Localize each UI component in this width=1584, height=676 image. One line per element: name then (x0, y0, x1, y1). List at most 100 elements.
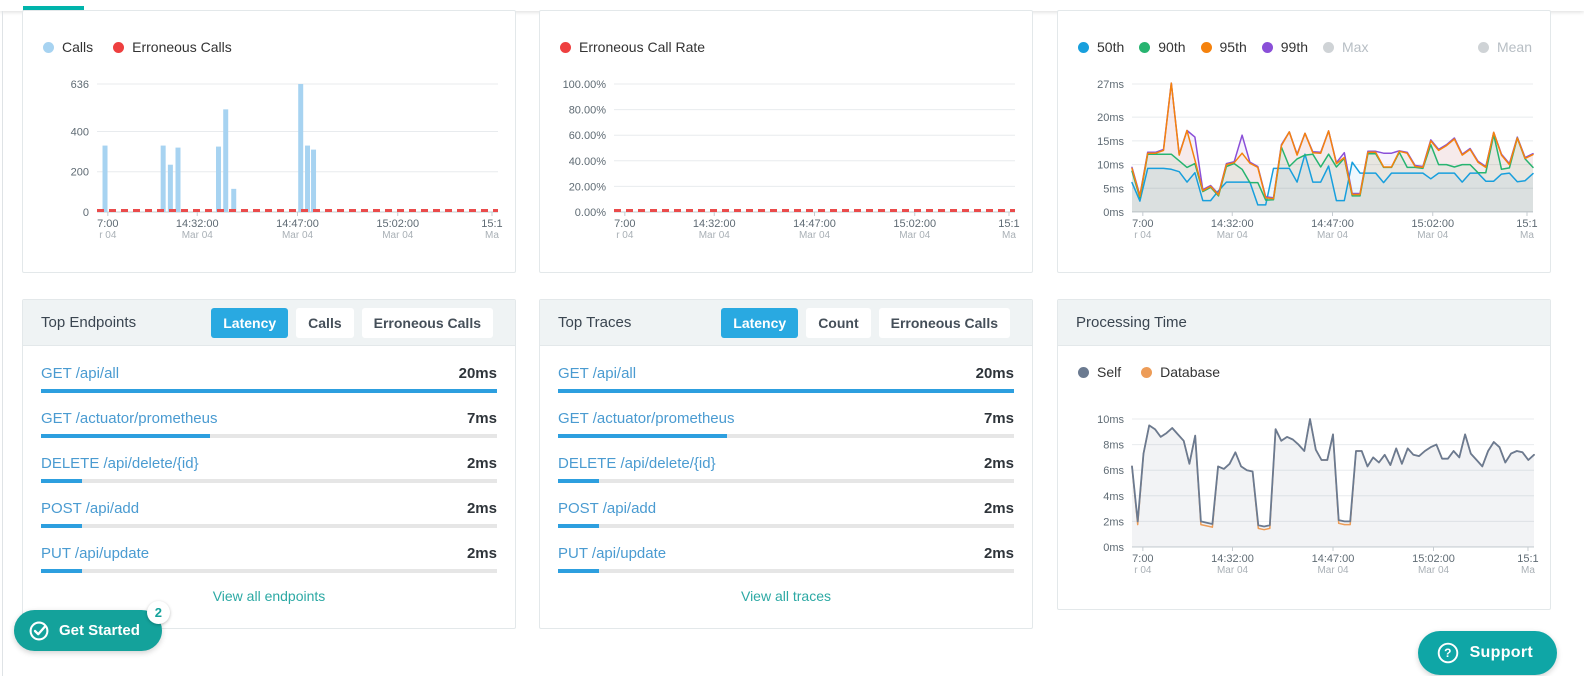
list-item: GET /api/all 20ms (41, 365, 497, 393)
get-started-button[interactable]: Get Started 2 (14, 601, 170, 651)
tab-traces-count[interactable]: Count (806, 307, 871, 338)
svg-text:80.00%: 80.00% (569, 105, 607, 117)
top-tab-bar (0, 0, 1584, 11)
svg-text:15:02:00: 15:02:00 (1412, 553, 1455, 565)
endpoint-value: 2ms (983, 500, 1014, 517)
support-label: Support (1469, 644, 1533, 661)
legend-item-erroneous-calls[interactable]: Erroneous Calls (113, 39, 232, 55)
endpoint-value: 2ms (983, 455, 1014, 472)
legend-item-90th[interactable]: 90th (1139, 39, 1186, 55)
svg-text:Ma: Ma (1002, 230, 1016, 241)
svg-text:15:02:00: 15:02:00 (893, 218, 936, 230)
tab-endpoints-latency[interactable]: Latency (211, 307, 289, 338)
latency-bar-track (41, 479, 497, 483)
svg-text:14:32:00: 14:32:00 (176, 218, 219, 230)
endpoint-link[interactable]: GET /actuator/prometheus (41, 410, 218, 427)
endpoint-value: 20ms (975, 365, 1014, 382)
calls-legend: Calls Erroneous Calls (43, 39, 497, 55)
list-item: GET /actuator/prometheus 7ms (558, 410, 1014, 438)
legend-item-calls[interactable]: Calls (43, 39, 93, 55)
legend-dot (113, 41, 125, 53)
svg-text:15:02:00: 15:02:00 (376, 218, 419, 230)
latency-bar-track (558, 479, 1014, 483)
tab-traces-erroneous-calls[interactable]: Erroneous Calls (878, 307, 1010, 338)
svg-text:6ms: 6ms (1103, 465, 1124, 477)
legend-label: Erroneous Call Rate (579, 39, 706, 55)
svg-text:636: 636 (71, 79, 89, 91)
endpoint-link[interactable]: PUT /api/update (41, 545, 150, 562)
list-item: PUT /api/update 2ms (558, 545, 1014, 573)
endpoint-value: 20ms (458, 365, 497, 382)
top-endpoints-tabs: Latency Calls Erroneous Calls (211, 307, 493, 338)
legend-item-mean[interactable]: Mean (1477, 39, 1532, 55)
view-all-traces-link[interactable]: View all traces (740, 588, 831, 604)
svg-text:r 04: r 04 (1134, 230, 1152, 241)
legend-dot (1261, 41, 1273, 53)
endpoint-link[interactable]: GET /api/all (558, 365, 637, 382)
endpoint-link[interactable]: GET /actuator/prometheus (558, 410, 735, 427)
top-endpoints-panel: Top Endpoints Latency Calls Erroneous Call… (22, 299, 516, 629)
svg-text:r 04: r 04 (99, 230, 117, 241)
svg-text:Mar 04: Mar 04 (382, 230, 414, 241)
endpoint-link[interactable]: GET /api/all (41, 365, 120, 382)
svg-text:Mar 04: Mar 04 (899, 230, 931, 241)
legend-label: Calls (62, 39, 94, 55)
endpoint-link[interactable]: POST /api/add (41, 500, 140, 517)
latency-bar-track (41, 389, 497, 393)
legend-item-max[interactable]: Max (1323, 39, 1368, 55)
legend-label: Database (1160, 364, 1221, 380)
svg-text:r 04: r 04 (616, 230, 634, 241)
get-started-label: Get Started (59, 622, 140, 639)
endpoint-link[interactable]: DELETE /api/delete/{id} (558, 455, 716, 472)
get-started-badge: 2 (146, 601, 170, 624)
svg-text:14:47:00: 14:47:00 (1311, 218, 1354, 230)
legend-item-database[interactable]: Database (1141, 364, 1220, 380)
endpoint-link[interactable]: POST /api/add (558, 500, 657, 517)
legend-item-erroneous-call-rate[interactable]: Erroneous Call Rate (560, 39, 705, 55)
endpoint-link[interactable]: PUT /api/update (558, 545, 667, 562)
svg-text:Mar 04: Mar 04 (1317, 230, 1349, 241)
endpoint-value: 2ms (466, 455, 497, 472)
svg-text:27ms: 27ms (1097, 79, 1124, 91)
svg-text:Mar 04: Mar 04 (1217, 565, 1249, 576)
error-rate-chart[interactable]: 100.00% 80.00% 60.00% 40.00% 20.00% 0.00% 7:00… (540, 11, 1033, 273)
support-button[interactable]: ? Support (1417, 631, 1557, 675)
svg-text:40.00%: 40.00% (569, 156, 607, 168)
svg-text:100.00%: 100.00% (563, 79, 607, 91)
legend-label: Self (1097, 364, 1122, 380)
legend-label: 99th (1280, 39, 1308, 55)
latency-bar-track (558, 524, 1014, 528)
svg-text:Ma: Ma (1521, 565, 1535, 576)
legend-label: Max (1342, 39, 1369, 55)
legend-item-95th[interactable]: 95th (1200, 39, 1247, 55)
svg-text:7:00: 7:00 (1132, 218, 1153, 230)
legend-item-50th[interactable]: 50th (1078, 39, 1124, 55)
tab-endpoints-erroneous-calls[interactable]: Erroneous Calls (361, 307, 493, 338)
page-left-divider (2, 11, 3, 676)
top-traces-panel: Top Traces Latency Count Erroneous Calls G… (539, 299, 1033, 629)
processing-time-header: Processing Time (1058, 300, 1550, 346)
legend-dot (1141, 366, 1153, 378)
legend-dot (43, 41, 54, 53)
check-circle-icon (28, 620, 50, 642)
tab-traces-latency[interactable]: Latency (721, 307, 799, 338)
svg-text:2ms: 2ms (1103, 516, 1124, 528)
latency-bar-fill (41, 569, 83, 573)
legend-dot (1323, 41, 1334, 53)
legend-item-99th[interactable]: 99th (1261, 39, 1308, 55)
legend-label: 90th (1158, 39, 1186, 55)
latency-bar-track (558, 569, 1014, 573)
tab-endpoints-calls[interactable]: Calls (296, 307, 354, 338)
legend-item-self[interactable]: Self (1078, 364, 1121, 380)
svg-text:15:1: 15:1 (1516, 218, 1537, 230)
help-circle-icon: ? (1436, 641, 1460, 665)
svg-text:Mar 04: Mar 04 (1418, 565, 1450, 576)
endpoint-link[interactable]: DELETE /api/delete/{id} (41, 455, 199, 472)
endpoint-value: 2ms (466, 545, 497, 562)
svg-text:200: 200 (71, 167, 89, 179)
view-all-endpoints-link[interactable]: View all endpoints (212, 588, 326, 604)
svg-text:8ms: 8ms (1103, 440, 1124, 452)
